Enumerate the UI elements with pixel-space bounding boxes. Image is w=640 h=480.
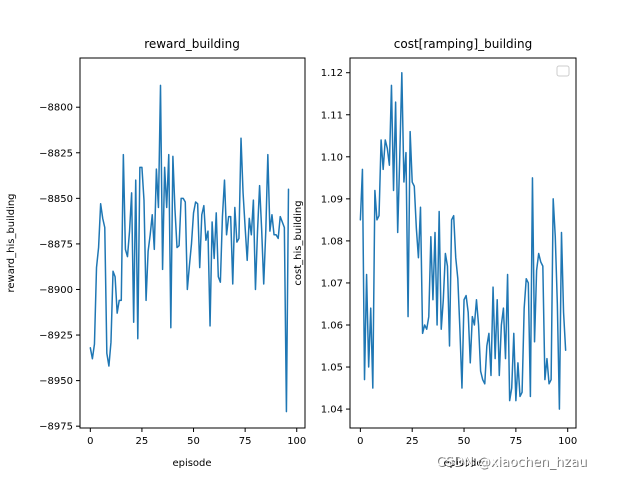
reward-x-tick-label: 25 <box>136 436 149 447</box>
cost-x-tick-label: 100 <box>558 436 577 447</box>
reward-plot-frame <box>79 57 306 429</box>
cost-y-tick-label: 1.09 <box>321 194 343 205</box>
cost-legend-box <box>556 65 570 77</box>
reward-y-tick-label: −8900 <box>39 285 73 296</box>
reward-y-axis-label: reward_his_building <box>6 193 17 292</box>
cost-y-tick-label: 1.10 <box>321 152 343 163</box>
reward-y-tick-label: −8875 <box>39 239 73 250</box>
cost-y-tick-label: 1.08 <box>321 236 343 247</box>
reward-x-axis-label: episode <box>172 458 211 469</box>
reward-x-tick-label: 50 <box>187 436 200 447</box>
reward-y-tick-label: −8800 <box>39 103 73 114</box>
reward-y-tick-label: −8975 <box>39 422 73 433</box>
reward-y-ticks: −8975 −8950 −8925 −8900 −8875 −8850 −8825 −8800 <box>39 103 80 433</box>
cost-line-layer <box>359 71 567 410</box>
cost-y-axis-label: cost_his_building <box>293 200 304 285</box>
reward-x-tick-label: 0 <box>87 436 93 447</box>
reward-y-tick-label: −8825 <box>39 148 73 159</box>
cost-x-axis-label: episode <box>443 458 482 469</box>
watermark-shadow: CSDN @xiaochen_hzau <box>437 456 588 471</box>
cost-plot-frame <box>349 57 577 429</box>
cost-y-tick-label: 1.11 <box>321 110 343 121</box>
cost-series-line-0 <box>359 71 567 410</box>
cost-y-tick-label: 1.06 <box>321 320 343 331</box>
reward-chart-title: reward_building <box>144 37 240 51</box>
reward-x-ticks: 0 25 50 75 100 <box>87 428 306 447</box>
cost-x-tick-label: 50 <box>458 436 471 447</box>
reward-y-tick-label: −8925 <box>39 331 73 342</box>
reward-x-tick-label: 75 <box>239 436 252 447</box>
cost-x-tick-label: 75 <box>510 436 523 447</box>
cost-x-tick-label: 25 <box>406 436 419 447</box>
cost-y-ticks: 1.04 1.05 1.06 1.07 1.08 1.09 1.10 1.11 1.12 <box>321 68 350 416</box>
reward-series-line-0 <box>89 84 290 413</box>
cost-y-tick-label: 1.12 <box>321 68 343 79</box>
reward-y-tick-label: −8950 <box>39 376 73 387</box>
watermark-text: CSDN @xiaochen_hzau <box>436 455 587 470</box>
reward-y-tick-label: −8850 <box>39 194 73 205</box>
cost-x-tick-label: 0 <box>357 436 363 447</box>
cost-y-tick-label: 1.05 <box>321 363 343 374</box>
cost-chart-title: cost[ramping]_building <box>394 37 532 51</box>
cost-y-tick-label: 1.07 <box>321 278 343 289</box>
reward-x-tick-label: 100 <box>287 436 306 447</box>
reward-line-layer <box>89 84 290 413</box>
cost-y-tick-label: 1.04 <box>321 405 343 416</box>
cost-panel: cost[ramping]_building 0 25 50 75 100 1.041.… <box>293 37 577 469</box>
reward-panel: reward_building 0 25 50 75 100 −8975−8950−89… <box>6 37 306 469</box>
cost-x-ticks: 0 25 50 75 100 <box>357 428 577 447</box>
